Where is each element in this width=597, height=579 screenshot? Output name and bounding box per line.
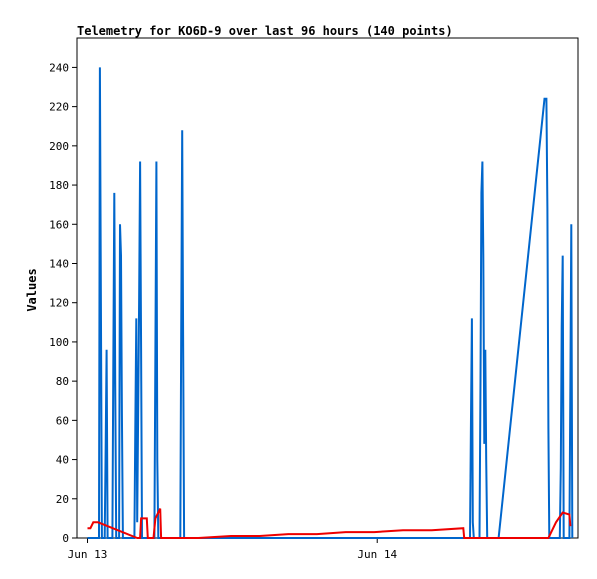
y-tick-label: 200 (49, 140, 69, 153)
x-tick-label: Jun 13 (68, 548, 108, 561)
y-tick-label: 180 (49, 179, 69, 192)
y-tick-label: 60 (56, 414, 69, 427)
y-tick-label: 100 (49, 336, 69, 349)
series-line-1 (87, 67, 574, 539)
chart-title: Telemetry for KO6D-9 over last 96 hours … (77, 24, 453, 38)
x-axis: Jun 13 Jun 14 (68, 538, 397, 561)
y-tick-label: 140 (49, 257, 69, 270)
plot-area (76, 37, 579, 539)
y-tick-label: 160 (49, 218, 69, 231)
y-tick-label: 40 (56, 454, 69, 467)
y-tick-label: 220 (49, 101, 69, 114)
y-tick-label: 20 (56, 493, 69, 506)
y-axis: 0 20 40 60 80 100 120 140 160 180 200 220 240 (49, 61, 77, 545)
y-axis-label: Values (25, 268, 39, 311)
series-layer (87, 67, 574, 539)
y-tick-label: 80 (56, 375, 69, 388)
x-tick-label: Jun 14 (357, 548, 397, 561)
y-tick-label: 120 (49, 297, 69, 310)
y-tick-label: 240 (49, 61, 69, 74)
series-line-2 (87, 508, 572, 539)
y-tick-label: 0 (62, 532, 69, 545)
